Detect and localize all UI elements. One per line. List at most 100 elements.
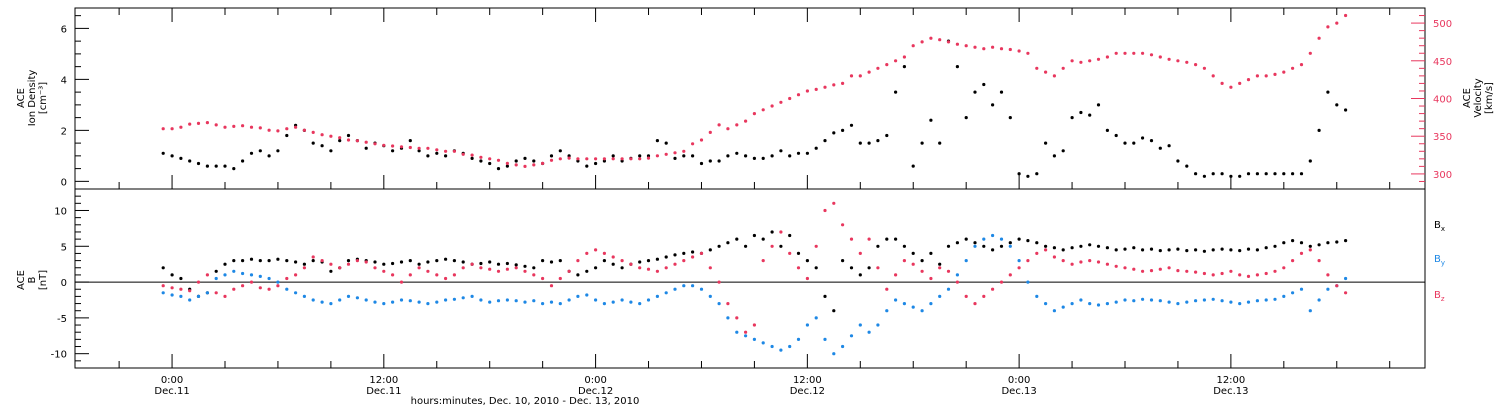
velocity-point — [1008, 47, 1012, 52]
by-point — [320, 300, 324, 304]
bx-point — [999, 244, 1004, 248]
x-tick-label-date: Dec.13 — [1001, 386, 1036, 397]
bz-point — [655, 269, 660, 273]
bz-point — [205, 273, 209, 277]
bz-point — [885, 287, 889, 291]
bx-point — [382, 262, 386, 266]
bx-point — [1017, 237, 1021, 241]
bx-point — [170, 273, 174, 277]
bz-point — [955, 280, 960, 284]
velocity-point — [664, 152, 668, 156]
ion-density-point — [1202, 174, 1206, 178]
bz-point — [894, 273, 898, 277]
velocity-point — [1061, 66, 1065, 70]
bz-point — [611, 255, 615, 259]
bz-point — [999, 280, 1004, 284]
top-left-tick-label: 2 — [61, 126, 67, 137]
by-point — [1070, 302, 1074, 306]
bz-point — [1273, 269, 1277, 273]
bx-point — [805, 259, 810, 263]
bz-point — [735, 316, 739, 320]
bz-point — [1079, 260, 1083, 264]
velocity-point — [920, 40, 924, 44]
bx-point — [682, 251, 686, 255]
bz-point — [435, 273, 439, 277]
bz-point — [1088, 259, 1092, 263]
ion-density-point — [717, 159, 721, 163]
by-point — [1035, 294, 1039, 298]
by-point — [558, 302, 562, 306]
bx-point — [1308, 244, 1312, 248]
by-point — [841, 344, 845, 349]
velocity-point — [902, 55, 907, 59]
bx-point — [929, 251, 933, 255]
bx-point — [1255, 248, 1259, 252]
bx-point — [955, 241, 960, 245]
by-point — [602, 302, 607, 306]
bx-point — [408, 259, 412, 263]
ion-density-point — [823, 139, 827, 143]
by-point — [435, 300, 439, 304]
velocity-point — [364, 140, 368, 144]
ion-density-point — [999, 90, 1004, 94]
by-point — [1317, 298, 1321, 302]
ion-density-point — [1326, 90, 1330, 94]
bz-point — [223, 294, 227, 298]
ion-density-point — [1308, 159, 1312, 163]
ion-density-point — [1282, 172, 1286, 176]
by-point — [1194, 299, 1198, 303]
ion-density-point — [796, 151, 801, 155]
bx-point — [1211, 248, 1215, 252]
by-point — [1167, 300, 1171, 304]
bx-point — [1238, 249, 1242, 253]
velocity-point — [955, 42, 960, 46]
ion-density-point — [885, 133, 889, 138]
velocity-point — [832, 83, 836, 87]
bx-point — [585, 269, 589, 273]
bz-point — [461, 266, 465, 270]
ion-density-point — [505, 164, 509, 168]
ion-density-point — [1017, 172, 1021, 176]
velocity-point — [602, 157, 607, 161]
bz-point — [196, 280, 201, 284]
bz-point — [814, 244, 818, 248]
by-point — [611, 300, 615, 304]
bz-point — [417, 266, 421, 270]
top-right-ylabel-line2: Velocity — [1473, 78, 1484, 117]
bx-point — [1149, 247, 1154, 251]
bx-point — [1202, 249, 1206, 253]
by-point — [382, 302, 386, 306]
ion-density-point — [188, 159, 192, 163]
bz-point — [929, 276, 933, 281]
top-right-tick-label: 350 — [1433, 132, 1452, 143]
ion-density-point — [567, 154, 571, 158]
ion-density-point — [779, 149, 783, 153]
top-right-ylabel-line1: ACE — [1462, 88, 1473, 108]
bx-point — [602, 259, 607, 263]
bz-point — [558, 276, 562, 281]
bx-point — [646, 259, 651, 263]
bz-point — [585, 251, 589, 255]
by-point — [417, 300, 421, 304]
bx-point — [258, 259, 262, 263]
by-point — [1026, 280, 1030, 284]
ion-density-point — [1176, 159, 1180, 163]
velocity-point — [946, 40, 951, 44]
bz-point — [399, 280, 404, 284]
bz-point — [355, 259, 359, 263]
by-point — [1326, 287, 1330, 291]
bx-point — [823, 294, 827, 298]
by-point — [1052, 309, 1056, 313]
velocity-point — [399, 145, 404, 149]
velocity-point — [841, 81, 845, 85]
bz-point — [620, 259, 624, 263]
by-point — [496, 299, 501, 303]
velocity-point — [1035, 66, 1039, 70]
ion-density-point — [1096, 103, 1101, 107]
bx-point — [594, 266, 598, 270]
velocity-point — [1326, 25, 1330, 29]
bx-point — [717, 244, 721, 248]
bottom-left-tick-label: -10 — [51, 350, 67, 361]
bx-point — [1282, 241, 1286, 245]
velocity-point — [964, 44, 968, 48]
